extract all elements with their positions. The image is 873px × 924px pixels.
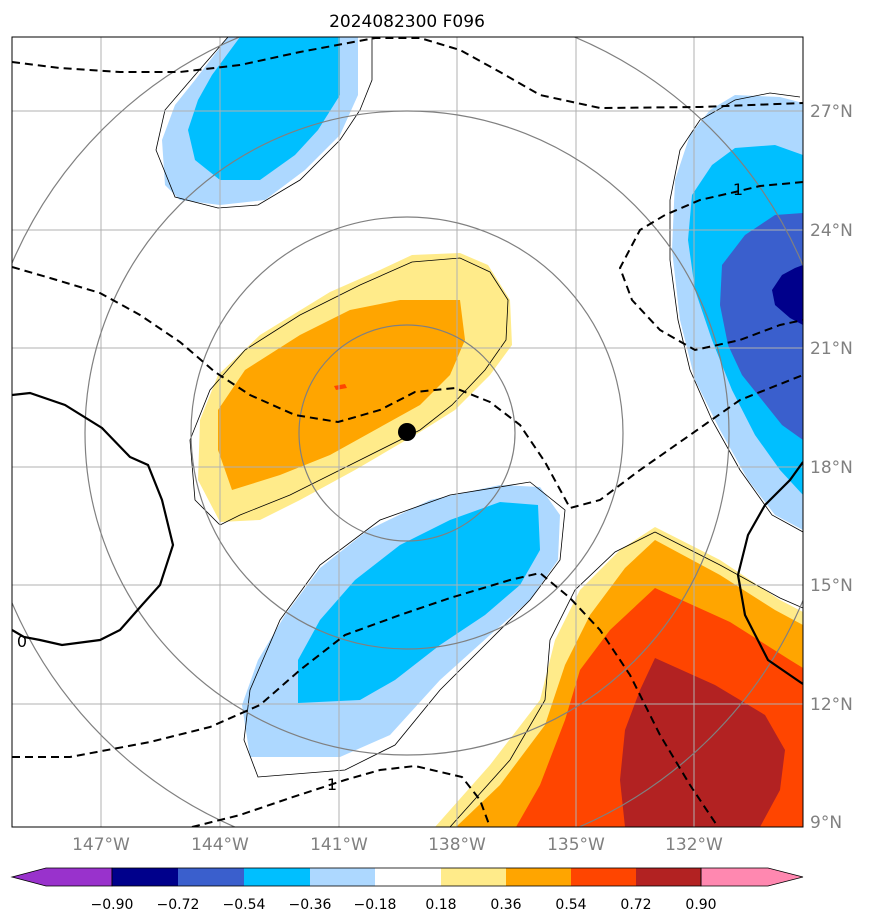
range-rings (12, 37, 803, 827)
colorbar-tick-label: −0.90 (91, 897, 134, 913)
colorbar-tick-label: 0.18 (425, 897, 456, 913)
colorbar: −0.90 −0.72 −0.54 −0.36 −0.18 0.18 0.36 … (10, 867, 804, 913)
lon-label: 132°W (665, 835, 723, 855)
dashed-contour (191, 764, 491, 827)
colorbar-segment (441, 868, 506, 886)
lon-label: 141°W (310, 835, 368, 855)
dashed-contour (12, 571, 719, 827)
thin-contour (669, 92, 803, 533)
lon-labels: 147°W 144°W 141°W 138°W 135°W 132°W (72, 835, 723, 855)
contour-label: 0 (17, 632, 27, 651)
map-frame (11, 36, 804, 828)
colorbar-segment (178, 868, 244, 886)
negative-anomaly-medium (188, 37, 340, 180)
range-ring (84, 110, 730, 756)
dashed-contour (12, 37, 803, 110)
colorbar-tick-label: 0.90 (685, 897, 716, 913)
contour-label: 1 (733, 180, 743, 199)
lon-label: 135°W (547, 835, 605, 855)
lat-label: 21°N (810, 339, 853, 359)
lat-label: 27°N (810, 102, 853, 122)
colorbar-extend-low (10, 867, 113, 887)
colorbar-segment (506, 868, 571, 886)
thin-contour (654, 531, 803, 609)
solid-contours (12, 391, 803, 685)
negative-anomaly-medium (298, 502, 540, 703)
lon-label: 138°W (428, 835, 486, 855)
thin-contour (449, 531, 656, 827)
thin-contour (189, 257, 509, 526)
colorbar-outline (111, 867, 702, 887)
map-panel: 1 0 1 (12, 37, 803, 827)
dashed-contour (12, 266, 803, 510)
range-ring (190, 216, 624, 650)
colorbar-segment (375, 868, 441, 886)
colorbar-tick-label: −0.72 (157, 897, 200, 913)
positive-anomaly-dot (334, 384, 347, 390)
dashed-contours (12, 37, 803, 827)
lat-label: 15°N (810, 576, 853, 596)
solid-contour (12, 391, 175, 647)
map-title: 2024082300 F096 (329, 12, 485, 32)
thin-contour (243, 481, 566, 778)
thin-contours (155, 37, 803, 827)
lat-label: 12°N (810, 695, 853, 715)
lat-label: 24°N (810, 221, 853, 241)
colorbar-tick-label: 0.72 (620, 897, 651, 913)
colorbar-segment (636, 868, 701, 886)
colorbar-tick-label: −0.54 (223, 897, 266, 913)
thin-contour (155, 37, 373, 209)
lat-label: 18°N (810, 458, 853, 478)
lon-label: 144°W (191, 835, 249, 855)
lon-label: 147°W (72, 835, 130, 855)
colorbar-tick-label: 0.36 (490, 897, 521, 913)
colorbar-extend-high (700, 867, 804, 887)
colorbar-segment (244, 868, 310, 886)
solid-contour (736, 461, 803, 685)
dashed-contour (618, 181, 803, 352)
range-ring (298, 324, 516, 542)
colorbar-tick-label: −0.36 (289, 897, 332, 913)
negative-anomaly-extreme (772, 265, 803, 325)
lat-labels: 27°N 24°N 21°N 18°N 15°N 12°N 9°N (810, 102, 853, 833)
colorbar-tick-label: 0.54 (555, 897, 586, 913)
lat-label: 9°N (810, 813, 842, 833)
colorbar-segment (571, 868, 636, 886)
colorbar-tick-label: −0.18 (354, 897, 397, 913)
colorbar-segment (310, 868, 375, 886)
shaded-field (162, 37, 803, 827)
positive-anomaly-extreme (620, 658, 785, 827)
colorbar-segment (112, 868, 178, 886)
contour-label: 1 (327, 775, 337, 794)
storm-center-marker (398, 423, 416, 441)
